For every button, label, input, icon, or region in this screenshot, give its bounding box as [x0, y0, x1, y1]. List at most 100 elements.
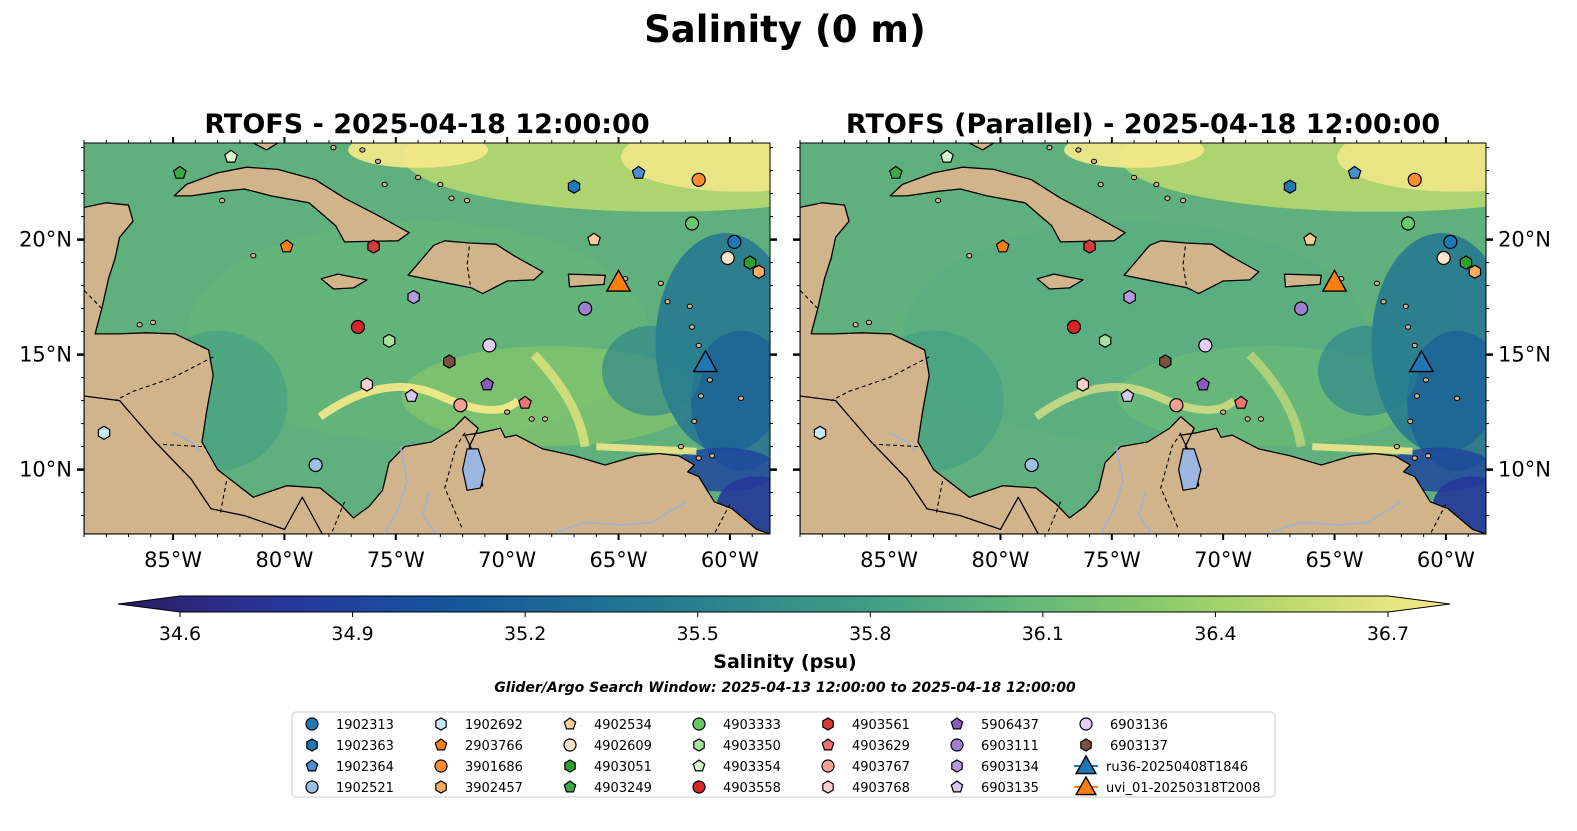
search-window-text: Glider/Argo Search Window: 2025-04-13 12…	[494, 680, 1076, 696]
field-patch	[601, 325, 702, 416]
land-polygon	[407, 240, 544, 295]
legend-label: 4903051	[594, 760, 652, 775]
island	[528, 416, 535, 422]
float-marker-4902534	[1303, 232, 1317, 246]
float-marker-4903354	[940, 149, 954, 163]
x-tick-label: 85°W	[860, 548, 918, 572]
float-marker-6903135	[404, 388, 419, 402]
island	[1453, 395, 1461, 401]
field-filament	[317, 383, 522, 420]
country-border	[114, 356, 214, 402]
legend-marker-6903135	[950, 780, 964, 793]
colorbar-ticks: 34.6 34.9 35.2 35.5 35.8 36.1 36.4 36.7	[159, 612, 1409, 645]
legend-marker-uvi_01-20250318T2008	[1074, 775, 1098, 796]
country-border	[935, 480, 944, 516]
island	[504, 409, 511, 415]
float-marker-1902521	[308, 457, 323, 473]
island	[1179, 197, 1187, 204]
legend-label: 4903354	[723, 760, 781, 775]
island	[149, 319, 157, 326]
float-marker-4903051	[1459, 255, 1473, 270]
float-marker-1902364	[1347, 165, 1362, 179]
island	[463, 197, 471, 204]
x-tick-label: 60°W	[1417, 548, 1475, 572]
legend-marker-1902521	[305, 780, 319, 794]
legend-marker-6903136	[1079, 717, 1093, 731]
land-polygon	[173, 166, 410, 243]
field-filament	[1246, 351, 1306, 448]
legend-label: 1902692	[465, 718, 523, 733]
glider-marker-ru36-20250408T1846	[1408, 349, 1435, 373]
y-tick-label: 20°N	[19, 228, 72, 252]
island	[1164, 195, 1171, 201]
float-marker-1902692	[813, 425, 827, 440]
float-marker-4903333	[684, 216, 700, 231]
country-border	[219, 480, 228, 516]
island	[414, 174, 422, 181]
float-marker-5906437	[480, 377, 495, 391]
legend-label: 1902363	[336, 739, 394, 754]
figure-suptitle: Salinity (0 m)	[644, 8, 926, 51]
country-border	[444, 432, 466, 530]
float-marker-4903561	[1083, 239, 1096, 254]
legend-label: 4903561	[852, 718, 910, 733]
legend-label: 2903766	[465, 739, 523, 754]
float-marker-5906437	[1196, 377, 1211, 391]
legend-label: 4903558	[723, 781, 781, 796]
island	[865, 319, 873, 326]
country-border	[1046, 501, 1062, 534]
float-marker-6903111	[578, 301, 593, 316]
country-border	[875, 443, 919, 448]
island	[1373, 280, 1380, 286]
legend-marker-4903629	[821, 738, 835, 751]
lake-maracaibo	[1177, 448, 1202, 491]
float-marker-6903135	[1120, 388, 1135, 402]
island	[250, 253, 257, 259]
legend-marker-4903249	[563, 780, 577, 793]
land-polygon	[1283, 273, 1322, 288]
map-frame	[799, 142, 1487, 535]
legend-marker-ru36-20250408T1846	[1074, 754, 1098, 775]
legend-label: 4903333	[723, 718, 781, 733]
float-marker-4903354	[224, 149, 238, 163]
float-marker-1902313	[1443, 234, 1458, 249]
colorbar-tick-label: 36.7	[1367, 623, 1409, 645]
legend-label: 5906437	[981, 718, 1039, 733]
legend-marker-1902692	[435, 717, 447, 731]
legend-label: 4903768	[852, 781, 910, 796]
legend-marker-1902363	[306, 738, 318, 752]
legend-marker-1902364	[305, 759, 319, 772]
panel-rtofs-parallel: RTOFS (Parallel) - 2025-04-18 12:00:00 8…	[793, 109, 1551, 572]
island	[706, 377, 713, 383]
land-polygon	[252, 143, 279, 151]
float-markers	[97, 149, 766, 473]
float-marker-1902521	[1024, 457, 1039, 473]
legend-marker-4903354	[692, 759, 706, 772]
island	[691, 418, 698, 424]
float-marker-6903134	[407, 289, 420, 305]
island	[1424, 453, 1432, 459]
y-tick-label: 20°N	[1498, 228, 1551, 252]
x-tick-label: 80°W	[255, 548, 313, 572]
land-polygon	[968, 143, 995, 151]
x-tick-label: 75°W	[367, 548, 425, 572]
float-marker-1902363	[567, 179, 581, 194]
float-marker-6903134	[1123, 289, 1136, 305]
float-marker-6903137	[443, 354, 456, 369]
glider-marker-ru36-20250408T1846	[692, 349, 719, 373]
float-marker-4903558	[350, 319, 366, 335]
field-patch	[1064, 143, 1205, 168]
float-marker-4903333	[1400, 216, 1416, 231]
colorbar-tick-label: 34.9	[331, 623, 373, 645]
country-border	[800, 289, 819, 309]
island	[1402, 303, 1409, 309]
legend-label: 3901686	[465, 760, 523, 775]
legend-label: 4903629	[852, 739, 910, 754]
float-marker-4903249	[172, 165, 187, 179]
island	[1422, 377, 1429, 383]
river	[555, 501, 686, 533]
legend-label: 6903136	[1110, 718, 1168, 733]
legend-label: 4903249	[594, 781, 652, 796]
island	[1130, 174, 1138, 181]
